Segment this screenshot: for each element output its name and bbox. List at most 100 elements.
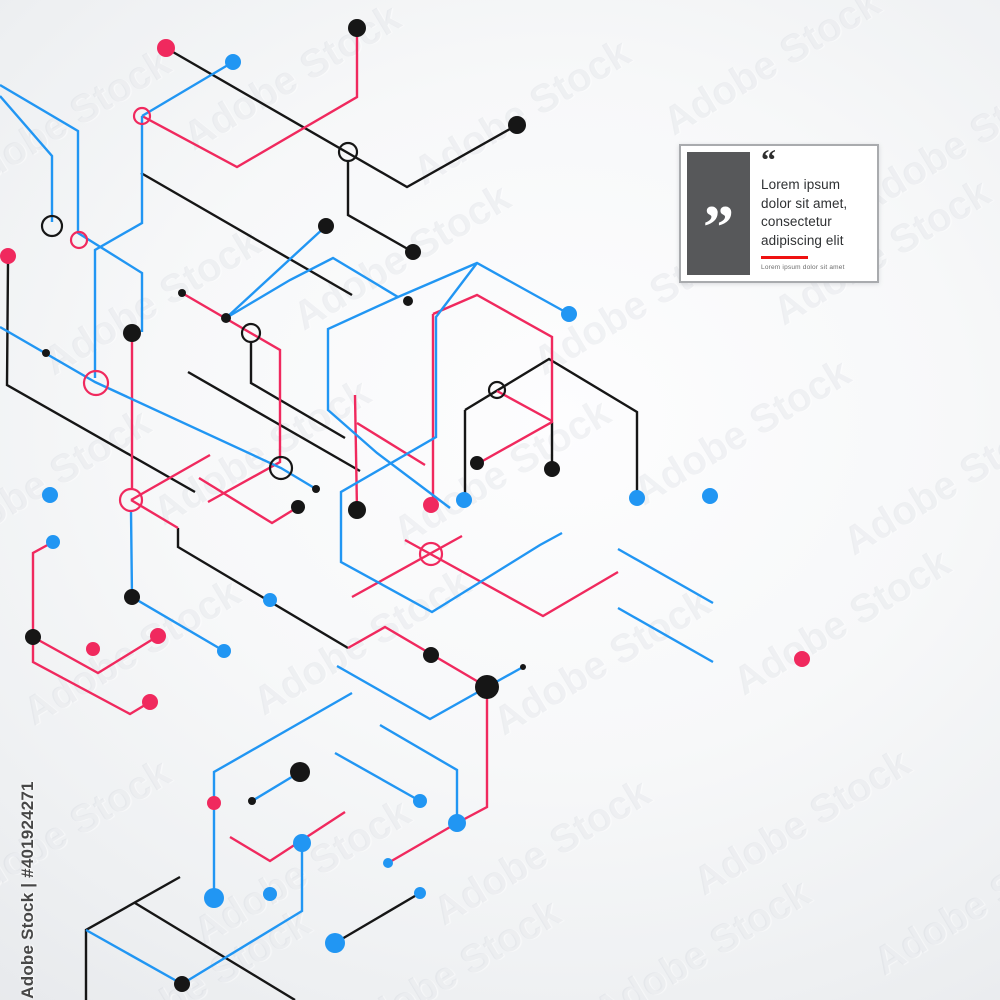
- node-dot: [157, 39, 175, 57]
- network-line: [617, 547, 714, 605]
- network-line: [347, 625, 488, 689]
- node-dot: [178, 289, 186, 297]
- network-line: [187, 370, 361, 473]
- network-line: [225, 225, 327, 319]
- quote-box: ” “ Lorem ipsum dolor sit amet, consecte…: [679, 144, 879, 283]
- network-line: [351, 534, 463, 599]
- node-ring: [337, 141, 359, 163]
- network-line: [356, 421, 426, 467]
- node-dot: [225, 54, 241, 70]
- node-dot: [25, 629, 41, 645]
- node-dot: [702, 488, 718, 504]
- network-line: [464, 357, 639, 494]
- node-dot: [86, 642, 100, 656]
- node-dot: [403, 296, 413, 306]
- node-dot: [508, 116, 526, 134]
- network-line: [140, 171, 353, 297]
- node-dot: [413, 794, 427, 808]
- node-dot: [405, 244, 421, 260]
- network-line: [93, 116, 144, 378]
- network-line: [225, 256, 570, 320]
- node-dot: [46, 535, 60, 549]
- network-line: [387, 687, 489, 865]
- node-dot: [207, 796, 221, 810]
- network-line: [249, 342, 346, 440]
- network-line: [165, 46, 518, 189]
- node-dot: [142, 694, 158, 710]
- node-dot: [629, 490, 645, 506]
- network-line: [432, 293, 554, 465]
- node-dot: [174, 976, 190, 992]
- node-dot: [448, 814, 466, 832]
- node-dot: [204, 888, 224, 908]
- network-line: [130, 453, 211, 502]
- node-dot: [423, 497, 439, 513]
- network-line: [212, 691, 353, 898]
- network-line: [181, 843, 304, 986]
- network-line: [85, 928, 183, 986]
- node-ring: [82, 369, 110, 397]
- network-line: [198, 476, 299, 525]
- node-ring: [69, 230, 89, 250]
- network-line: [176, 528, 349, 650]
- quote-dark-panel: ”: [687, 152, 750, 275]
- node-dot: [263, 593, 277, 607]
- network-line: [496, 389, 553, 423]
- network-line: [181, 291, 282, 504]
- node-ring: [487, 380, 507, 400]
- node-dot: [561, 306, 577, 322]
- network-line: [353, 394, 359, 511]
- node-ring: [240, 322, 262, 344]
- node-dot: [150, 628, 166, 644]
- network-line: [339, 262, 563, 614]
- node-dot: [794, 651, 810, 667]
- network-line: [130, 498, 179, 530]
- node-dot: [290, 762, 310, 782]
- node-dot: [544, 461, 560, 477]
- node-dot: [293, 834, 311, 852]
- node-ring: [418, 541, 444, 567]
- network-line: [334, 751, 421, 803]
- network-line: [31, 540, 151, 716]
- node-dot: [325, 933, 345, 953]
- network-line: [5, 261, 196, 494]
- node-dot: [221, 313, 231, 323]
- opening-quote-icon: “: [761, 144, 776, 177]
- network-line: [379, 723, 459, 823]
- node-dot: [42, 349, 50, 357]
- quote-text: Lorem ipsum dolor sit amet, consectetur …: [761, 177, 848, 248]
- quote-caption: Lorem ipsum dolor sit amet: [761, 264, 845, 271]
- network-line: [336, 664, 524, 721]
- node-dot: [414, 887, 426, 899]
- red-divider: [761, 256, 808, 259]
- node-dot: [123, 324, 141, 342]
- node-dot: [312, 485, 320, 493]
- network-line: [141, 28, 359, 169]
- node-dot: [348, 19, 366, 37]
- quote-content: “ Lorem ipsum dolor sit amet, consectetu…: [761, 144, 873, 271]
- network-line: [134, 901, 296, 1000]
- network-line: [334, 891, 421, 945]
- network-line: [229, 810, 346, 863]
- node-dot: [456, 492, 472, 508]
- node-dot: [520, 664, 526, 670]
- node-dot: [0, 248, 16, 264]
- node-dot: [423, 647, 439, 663]
- stock-id-watermark: Adobe Stock | #401924271: [18, 781, 37, 999]
- network-line: [326, 295, 451, 509]
- node-ring: [132, 106, 152, 126]
- node-dot: [248, 797, 256, 805]
- node-dot: [291, 500, 305, 514]
- node-dot: [470, 456, 484, 470]
- network-line: [617, 606, 714, 664]
- node-ring: [118, 487, 144, 513]
- network-line: [0, 95, 54, 222]
- node-dot: [263, 887, 277, 901]
- node-dot: [42, 487, 58, 503]
- node-ring: [268, 455, 294, 481]
- node-dot: [383, 858, 393, 868]
- node-dot: [475, 675, 499, 699]
- node-dot: [318, 218, 334, 234]
